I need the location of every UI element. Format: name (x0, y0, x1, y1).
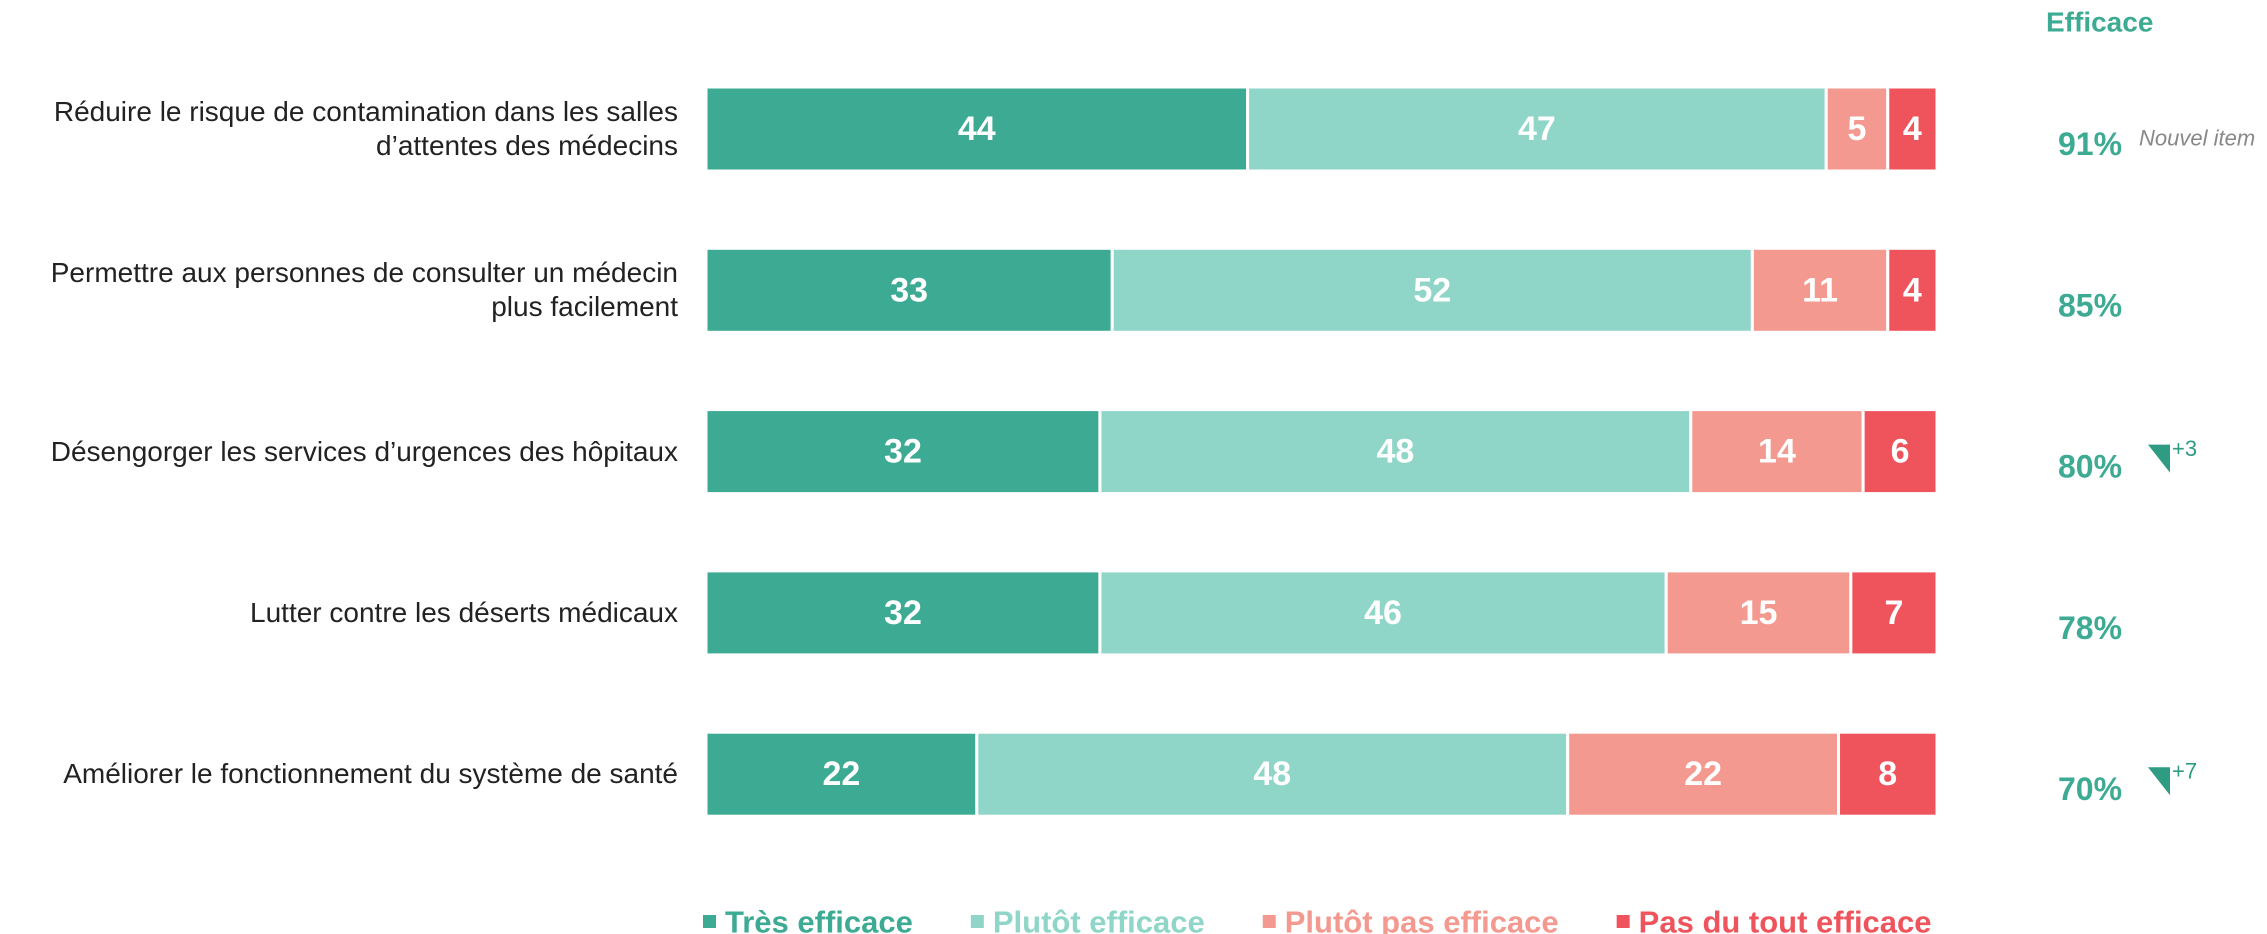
efficace-value: 85% (2058, 287, 2122, 323)
data-label: 44 (958, 110, 996, 148)
category-label: Réduire le risque de contamination dans … (53, 96, 678, 161)
category-label: Lutter contre les déserts médicaux (250, 596, 678, 628)
legend-label: Plutôt pas efficace (1285, 905, 1559, 934)
legend-label: Pas du tout efficace (1639, 905, 1932, 934)
data-label: 15 (1740, 594, 1778, 632)
bar-segment (1098, 408, 1693, 496)
data-label: 48 (1253, 755, 1291, 793)
legend-label: Très efficace (725, 905, 913, 934)
bar-segment (1849, 569, 1939, 657)
annotation: +3 (2172, 436, 2197, 461)
data-label: 32 (884, 433, 922, 471)
data-label: 5 (1848, 110, 1867, 148)
data-label: 48 (1376, 433, 1414, 471)
annotation: +7 (2172, 759, 2197, 784)
efficace-title: Efficace (2046, 7, 2153, 38)
trend-arrow (2148, 767, 2170, 796)
bar-segment (1566, 730, 1841, 818)
legend-swatch (1262, 915, 1276, 928)
bar-segment (704, 85, 1250, 173)
bar-segment (975, 730, 1570, 818)
data-label: 32 (884, 594, 922, 632)
bar-segment (1246, 85, 1828, 173)
bar-segment (1664, 569, 1853, 657)
data-label: 14 (1758, 433, 1796, 471)
trend-arrow (2148, 444, 2170, 473)
data-label: 4 (1903, 110, 1922, 148)
category-label: Améliorer le fonctionnement du système d… (63, 758, 678, 790)
bar-segment (1886, 246, 1939, 334)
efficace-value: 80% (2058, 449, 2122, 485)
data-label: 11 (1802, 271, 1838, 309)
bar-segment (704, 569, 1102, 657)
data-label: 8 (1878, 755, 1897, 793)
efficace-value: 91% (2058, 126, 2122, 162)
bar-segment (704, 730, 979, 818)
data-label: 46 (1364, 594, 1402, 632)
category-label: Permettre aux personnes de consulter un … (50, 257, 678, 323)
data-label: 22 (822, 755, 860, 793)
bar-segment (1886, 85, 1939, 173)
bar-segment (1837, 730, 1939, 818)
bar-segment (1861, 408, 1939, 496)
legend-swatch (703, 915, 716, 928)
legend-swatch (970, 915, 984, 928)
category-label: Désengorger les services d’urgences des … (50, 435, 678, 467)
data-label: 6 (1891, 433, 1910, 471)
bar-segment (1689, 408, 1865, 496)
data-label: 52 (1413, 271, 1451, 309)
data-label: 4 (1903, 271, 1922, 309)
data-label: 7 (1884, 594, 1903, 632)
efficace-value: 78% (2058, 610, 2122, 646)
data-label: 22 (1684, 755, 1722, 793)
data-label: 47 (1518, 110, 1556, 148)
legend-swatch (1616, 915, 1630, 928)
legend-label: Plutôt efficace (993, 905, 1205, 934)
bar-segment (1110, 246, 1754, 334)
annotation: Nouvel item (2139, 126, 2255, 151)
efficace-value: 70% (2058, 771, 2122, 807)
data-label: 33 (890, 271, 928, 309)
